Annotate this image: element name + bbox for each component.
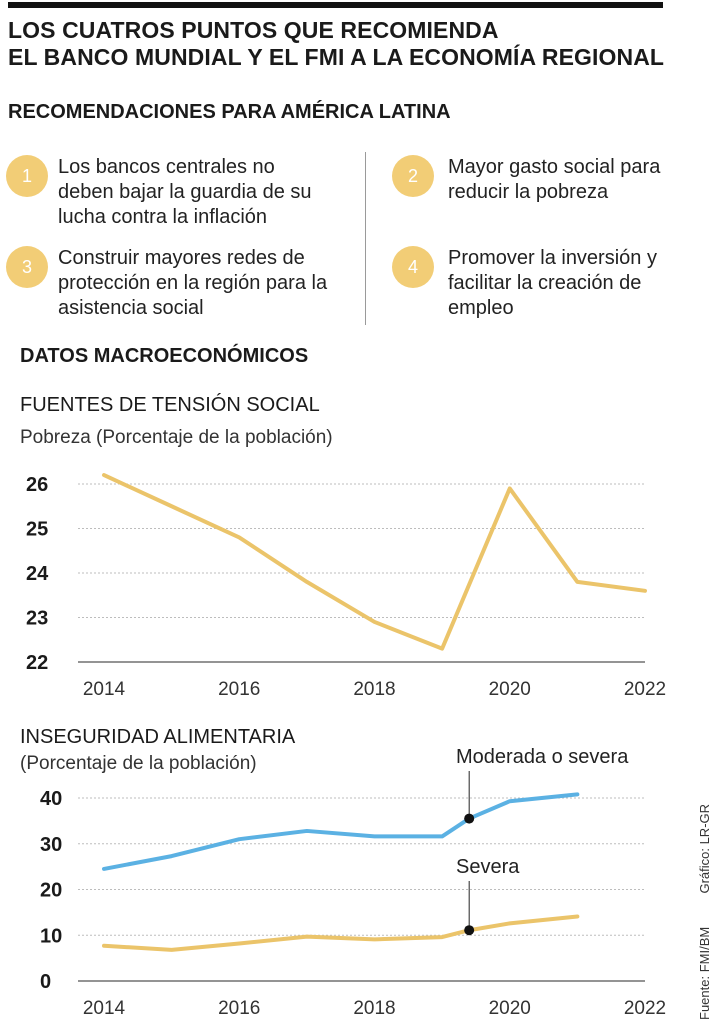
y-tick-label: 25 <box>26 519 48 541</box>
y-tick-label: 30 <box>40 834 62 856</box>
recommendation-number-badge: 3 <box>6 246 48 288</box>
series-line-moderada-o-severa <box>102 792 580 871</box>
y-tick-label: 20 <box>40 880 62 902</box>
series-line-severa <box>102 914 580 952</box>
x-tick-label: 2014 <box>83 679 126 700</box>
y-tick-label: 40 <box>40 788 62 810</box>
x-tick-label: 2018 <box>353 679 395 700</box>
title-line-1: LOS CUATROS PUNTOS QUE RECOMIENDA <box>8 17 499 43</box>
x-tick-label: 2022 <box>624 998 666 1019</box>
x-tick-label: 2016 <box>218 998 260 1019</box>
recommendation-number-badge: 4 <box>392 246 434 288</box>
recommendation-number-badge: 2 <box>392 155 434 197</box>
text-line: reducir la pobreza <box>448 181 609 203</box>
x-tick-label: 2016 <box>218 679 260 700</box>
text-line: empleo <box>448 297 514 319</box>
graphic-credit: Gráfico: LR-GR <box>697 803 712 894</box>
source-credit: Fuente: FMI/BM <box>697 926 712 1020</box>
poverty-line-chart: 22 23 24 25 26 2014 2016 2018 2020 2022 <box>26 473 666 700</box>
recommendation-text: Promover la inversión y facilitar la cre… <box>448 246 657 321</box>
text-line: facilitar la creación de <box>448 272 642 294</box>
y-tick-label: 10 <box>40 925 62 947</box>
series-label: Severa <box>456 856 520 878</box>
text-line: deben bajar la guardia de su <box>58 181 312 203</box>
top-rule <box>8 2 663 8</box>
recommendation-3: 3 Construir mayores redes de protección … <box>6 246 356 326</box>
text-line: Los bancos centrales no <box>58 156 275 178</box>
food-insecurity-line-chart: 0 10 20 30 40 2014 2016 2018 2020 2022 Moderada o … <box>40 746 666 1019</box>
data-point-marker <box>464 813 475 824</box>
x-tick-label: 2014 <box>83 998 126 1019</box>
food-insecurity-chart-title: INSEGURIDAD ALIMENTARIA <box>20 726 296 748</box>
x-tick-label: 2020 <box>489 679 531 700</box>
credits: Fuente: FMI/BM Gráfico: LR-GR <box>697 804 712 1020</box>
y-tick-label: 23 <box>26 608 48 630</box>
recommendation-text: Los bancos centrales no deben bajar la g… <box>58 155 312 230</box>
recommendations-heading: RECOMENDACIONES PARA AMÉRICA LATINA <box>8 101 451 123</box>
food-insecurity-chart-subtitle: (Porcentaje de la población) <box>20 753 257 774</box>
text-line: protección en la región para la <box>58 272 328 294</box>
recommendation-number-badge: 1 <box>6 155 48 197</box>
series-line <box>102 473 647 651</box>
recommendation-4: 4 Promover la inversión y facilitar la c… <box>392 246 712 326</box>
x-tick-label: 2018 <box>353 998 395 1019</box>
recommendation-text: Construir mayores redes de protección en… <box>58 246 327 321</box>
poverty-chart-subtitle: Pobreza (Porcentaje de la población) <box>20 427 333 448</box>
section-title: DATOS MACROECONÓMICOS <box>20 345 309 367</box>
column-divider <box>365 152 366 325</box>
recommendation-2: 2 Mayor gasto social para reducir la pob… <box>392 155 712 215</box>
recommendation-text: Mayor gasto social para reducir la pobre… <box>448 155 660 205</box>
y-tick-label: 26 <box>26 474 48 496</box>
text-line: lucha contra la inflación <box>58 206 268 228</box>
x-tick-label: 2022 <box>624 679 666 700</box>
y-tick-label: 0 <box>40 971 51 993</box>
y-tick-label: 24 <box>26 563 49 585</box>
page-title: LOS CUATROS PUNTOS QUE RECOMIENDA EL BAN… <box>8 17 688 71</box>
poverty-chart-title: FUENTES DE TENSIÓN SOCIAL <box>20 394 320 416</box>
text-line: Mayor gasto social para <box>448 156 661 178</box>
x-tick-label: 2020 <box>489 998 531 1019</box>
text-line: asistencia social <box>58 297 204 319</box>
title-line-2: EL BANCO MUNDIAL Y EL FMI A LA ECONOMÍA … <box>8 44 665 70</box>
data-point-marker <box>464 925 475 936</box>
text-line: Promover la inversión y <box>448 247 657 269</box>
text-line: Construir mayores redes de <box>58 247 305 269</box>
series-label: Moderada o severa <box>456 746 629 768</box>
recommendation-1: 1 Los bancos centrales no deben bajar la… <box>6 155 356 235</box>
y-tick-label: 22 <box>26 652 48 674</box>
